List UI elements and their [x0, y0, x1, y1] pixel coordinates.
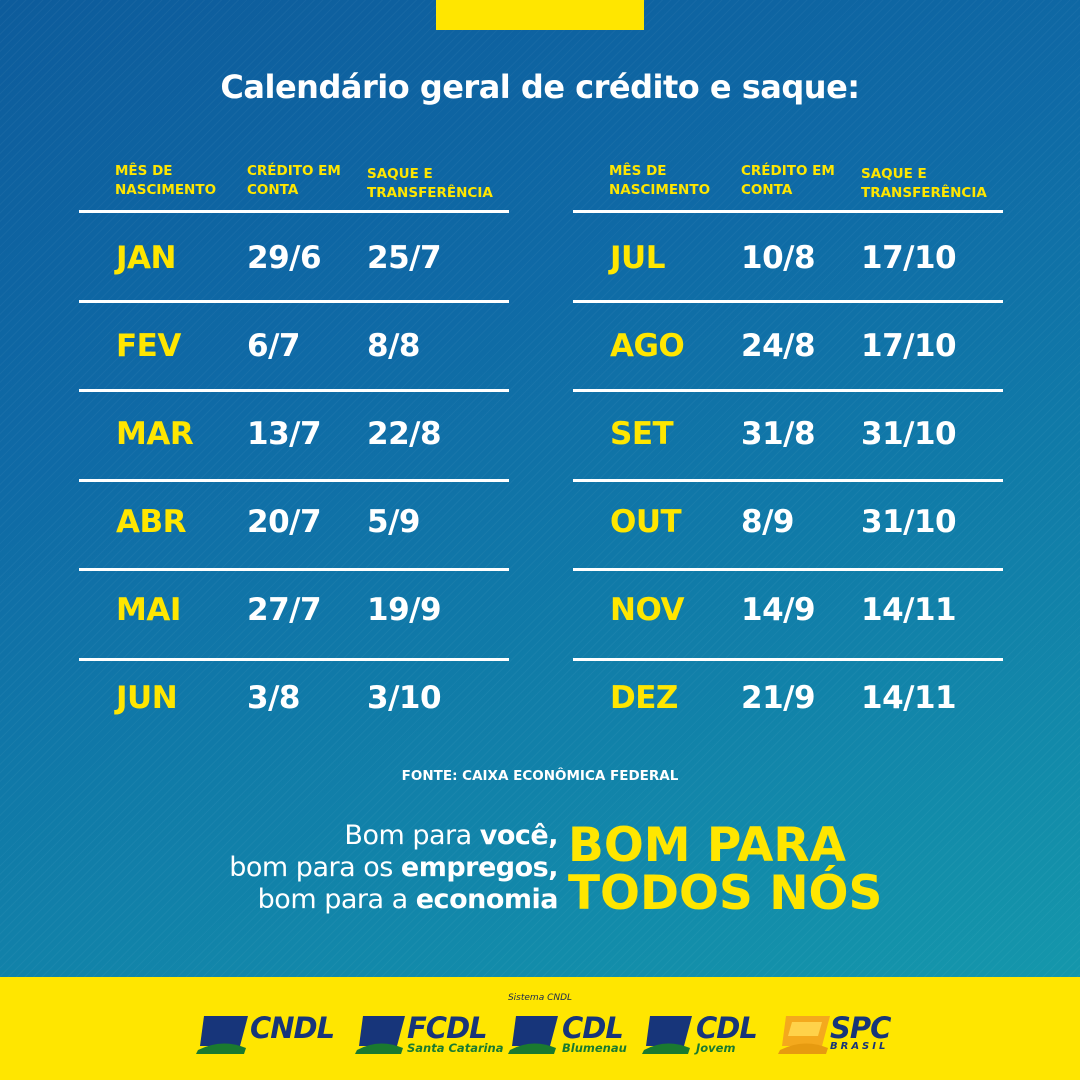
- swoosh-icon: [642, 1016, 692, 1054]
- table-row: SET 31/8 31/10: [573, 390, 1003, 478]
- credit-cell: 27/7: [247, 592, 322, 628]
- fcdl-logo: FCDL Santa Catarina: [355, 1011, 505, 1056]
- source-note: FONTE: CAIXA ECONÔMICA FEDERAL: [401, 768, 679, 784]
- withdraw-cell: 31/10: [861, 416, 957, 452]
- month-cell: DEZ: [610, 680, 678, 716]
- slogan-line: bom para os empregos,: [229, 852, 558, 883]
- divider-line: [573, 210, 1003, 213]
- withdraw-cell: 14/11: [861, 680, 957, 716]
- month-cell: JUL: [610, 240, 665, 276]
- table-row: FEV 6/7 8/8: [79, 302, 509, 390]
- table-row: JUL 10/8 17/10: [573, 214, 1003, 302]
- withdraw-cell: 25/7: [367, 240, 442, 276]
- month-cell: JUN: [116, 680, 178, 716]
- logo-subtitle: Santa Catarina: [407, 1041, 504, 1055]
- logo-subtitle: Jovem: [696, 1041, 736, 1055]
- month-cell: ABR: [116, 504, 187, 540]
- divider-line: [573, 568, 1003, 571]
- credit-cell: 14/9: [741, 592, 816, 628]
- credit-cell: 10/8: [741, 240, 816, 276]
- table-row: JUN 3/8 3/10: [79, 654, 509, 742]
- logo-name: CNDL: [250, 1011, 335, 1045]
- table-row: NOV 14/9 14/11: [573, 566, 1003, 654]
- column-header-month: MÊS DE NASCIMENTO: [609, 163, 711, 198]
- column-header-month: MÊS DE NASCIMENTO: [115, 163, 217, 198]
- divider-line: [573, 479, 1003, 482]
- table-row: DEZ 21/9 14/11: [573, 654, 1003, 742]
- column-header-withdraw: SAQUE E TRANSFERÊNCIA: [861, 166, 987, 201]
- background-panel: [0, 0, 1080, 977]
- credit-cell: 24/8: [741, 328, 816, 364]
- table-row: MAR 13/7 22/8: [79, 390, 509, 478]
- divider-line: [79, 658, 509, 661]
- slogan-line: bom para a economia: [257, 884, 559, 915]
- withdraw-cell: 19/9: [367, 592, 442, 628]
- logo-subtitle: BRASIL: [830, 1041, 889, 1052]
- divider-line: [79, 210, 509, 213]
- month-cell: SET: [610, 416, 674, 452]
- logo-name: FCDL: [407, 1011, 488, 1045]
- table-row: JAN 29/6 25/7: [79, 214, 509, 302]
- big-slogan-line: TODOS NÓS: [568, 866, 883, 921]
- system-label: Sistema CNDL: [507, 993, 573, 1003]
- spc-brasil-logo: SPC BRASIL: [778, 1011, 898, 1056]
- withdraw-cell: 17/10: [861, 328, 957, 364]
- withdraw-cell: 14/11: [861, 592, 957, 628]
- divider-line: [79, 389, 509, 392]
- table-row: AGO 24/8 17/10: [573, 302, 1003, 390]
- withdraw-cell: 17/10: [861, 240, 957, 276]
- divider-line: [79, 300, 509, 303]
- credit-cell: 20/7: [247, 504, 322, 540]
- swoosh-icon: [778, 1016, 830, 1054]
- divider-line: [79, 479, 509, 482]
- column-header-withdraw: SAQUE E TRANSFERÊNCIA: [367, 166, 493, 201]
- cndl-logo: CNDL: [196, 1011, 336, 1056]
- month-cell: MAR: [116, 416, 194, 452]
- credit-cell: 3/8: [247, 680, 300, 716]
- column-header-credit: CRÉDITO EM CONTA: [741, 163, 835, 198]
- cdl-blumenau-logo: CDL Blumenau: [508, 1011, 638, 1056]
- month-cell: OUT: [610, 504, 682, 540]
- withdraw-cell: 31/10: [861, 504, 957, 540]
- table-row: MAI 27/7 19/9: [79, 566, 509, 654]
- big-slogan-line: BOM PARA: [568, 818, 846, 873]
- swoosh-icon: [355, 1016, 405, 1054]
- credit-cell: 6/7: [247, 328, 300, 364]
- big-slogan: BOM PARA TODOS NÓS: [568, 822, 882, 918]
- cdl-jovem-logo: CDL Jovem: [642, 1011, 762, 1056]
- table-row: ABR 20/7 5/9: [79, 478, 509, 566]
- month-cell: JAN: [116, 240, 176, 276]
- credit-cell: 13/7: [247, 416, 322, 452]
- column-header-credit: CRÉDITO EM CONTA: [247, 163, 341, 198]
- withdraw-cell: 3/10: [367, 680, 442, 716]
- slogan-text: Bom para você, bom para os empregos, bom…: [160, 820, 558, 916]
- month-cell: MAI: [116, 592, 181, 628]
- withdraw-cell: 5/9: [367, 504, 420, 540]
- month-cell: AGO: [610, 328, 685, 364]
- logo-name: CDL: [696, 1011, 758, 1045]
- page-title: Calendário geral de crédito e saque:: [220, 68, 860, 106]
- logo-name: CDL: [562, 1011, 624, 1045]
- month-cell: NOV: [610, 592, 684, 628]
- credit-cell: 21/9: [741, 680, 816, 716]
- credit-cell: 31/8: [741, 416, 816, 452]
- table-row: OUT 8/9 31/10: [573, 478, 1003, 566]
- credit-cell: 8/9: [741, 504, 794, 540]
- slogan-line: Bom para você,: [344, 820, 558, 851]
- credit-cell: 29/6: [247, 240, 322, 276]
- divider-line: [573, 389, 1003, 392]
- withdraw-cell: 8/8: [367, 328, 420, 364]
- withdraw-cell: 22/8: [367, 416, 442, 452]
- swoosh-icon: [508, 1016, 558, 1054]
- divider-line: [79, 568, 509, 571]
- divider-line: [573, 300, 1003, 303]
- swoosh-icon: [196, 1016, 248, 1054]
- divider-line: [573, 658, 1003, 661]
- top-accent-bar: [436, 0, 644, 30]
- logo-name: SPC: [830, 1011, 891, 1045]
- month-cell: FEV: [116, 328, 181, 364]
- logo-subtitle: Blumenau: [562, 1041, 627, 1055]
